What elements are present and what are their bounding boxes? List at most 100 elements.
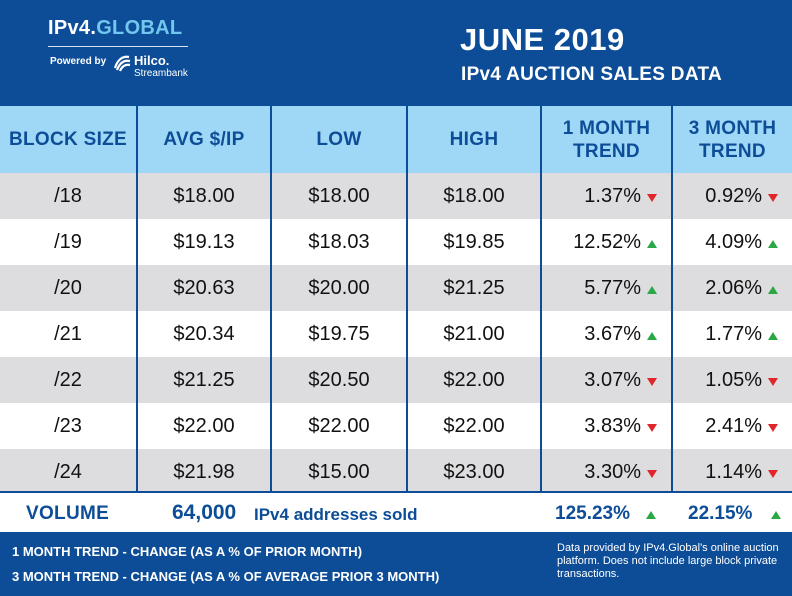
trend-3-month-arrow-icon xyxy=(768,286,778,294)
trend-3-month-arrow-icon xyxy=(768,240,778,248)
brand-name: IPv4.GLOBAL xyxy=(48,17,182,40)
table-row: /24 $21.98 $15.00 $23.00 3.30% 1.14% xyxy=(0,449,792,495)
legend-1-month: 1 MONTH TREND - CHANGE (AS A % OF PRIOR … xyxy=(12,544,363,559)
page-subtitle: IPv4 AUCTION SALES DATA xyxy=(461,64,722,85)
powered-by-label: Powered by xyxy=(50,56,107,67)
cell-block-size: /18 xyxy=(0,173,138,219)
trend-3-month-arrow-icon xyxy=(768,378,778,386)
trend-3-month-value: 1.05% xyxy=(705,368,762,391)
partner-subname: Streambank xyxy=(134,68,188,79)
table-row: /20 $20.63 $20.00 $21.25 5.77% 2.06% xyxy=(0,265,792,311)
column-header-avg: AVG $/IP xyxy=(138,106,272,173)
trend-1-month-value: 3.83% xyxy=(584,414,641,437)
trend-3-month-value: 1.77% xyxy=(705,322,762,345)
cell-low-price: $18.00 xyxy=(272,173,408,219)
cell-high-price: $22.00 xyxy=(408,357,542,403)
table-header-row: BLOCK SIZE AVG $/IP LOW HIGH 1 MONTH TRE… xyxy=(0,106,792,173)
trend-1-month-value: 5.77% xyxy=(584,276,641,299)
trend-1-month-arrow-icon xyxy=(647,240,657,248)
header-banner: IPv4.GLOBAL Powered by Hilco. Streambank… xyxy=(0,0,792,106)
table-row: /18 $18.00 $18.00 $18.00 1.37% 0.92% xyxy=(0,173,792,219)
column-header-block-size: BLOCK SIZE xyxy=(0,106,138,173)
page-title: JUNE 2019 xyxy=(460,22,625,57)
volume-1-month-trend: 125.23% xyxy=(555,503,631,524)
legend-3-month: 3 MONTH TREND - CHANGE (AS A % OF AVERAG… xyxy=(12,569,440,584)
footer: 1 MONTH TREND - CHANGE (AS A % OF PRIOR … xyxy=(0,534,792,596)
cell-low-price: $22.00 xyxy=(272,403,408,449)
cell-block-size: /23 xyxy=(0,403,138,449)
cell-avg-price: $21.25 xyxy=(138,357,272,403)
trend-1-month-value: 3.30% xyxy=(584,460,641,483)
brand-prefix: IPv4. xyxy=(48,17,97,39)
cell-block-size: /20 xyxy=(0,265,138,311)
column-header-high: HIGH xyxy=(408,106,542,173)
cell-avg-price: $21.98 xyxy=(138,449,272,495)
cell-high-price: $23.00 xyxy=(408,449,542,495)
cell-high-price: $21.00 xyxy=(408,311,542,357)
cell-3-month-trend: 1.14% xyxy=(673,449,792,495)
cell-block-size: /22 xyxy=(0,357,138,403)
cell-3-month-trend: 2.06% xyxy=(673,265,792,311)
trend-3-month-arrow-icon xyxy=(768,332,778,340)
cell-3-month-trend: 1.05% xyxy=(673,357,792,403)
table-row: /21 $20.34 $19.75 $21.00 3.67% 1.77% xyxy=(0,311,792,357)
volume-description: IPv4 addresses sold xyxy=(254,505,418,524)
cell-1-month-trend: 12.52% xyxy=(542,219,673,265)
trend-1-month-arrow-icon xyxy=(647,332,657,340)
cell-1-month-trend: 3.30% xyxy=(542,449,673,495)
cell-avg-price: $22.00 xyxy=(138,403,272,449)
partner-name: Hilco. xyxy=(134,53,170,68)
cell-low-price: $20.50 xyxy=(272,357,408,403)
volume-3-month-trend-icon xyxy=(771,511,781,519)
trend-3-month-arrow-icon xyxy=(768,470,778,478)
cell-1-month-trend: 1.37% xyxy=(542,173,673,219)
cell-high-price: $22.00 xyxy=(408,403,542,449)
data-source-note: Data provided by IPv4.Global's online au… xyxy=(557,542,779,580)
volume-count: 64,000 xyxy=(172,501,237,524)
cell-avg-price: $18.00 xyxy=(138,173,272,219)
cell-low-price: $18.03 xyxy=(272,219,408,265)
powered-by: Powered by Hilco. Streambank xyxy=(50,53,210,83)
cell-block-size: /21 xyxy=(0,311,138,357)
cell-avg-price: $20.34 xyxy=(138,311,272,357)
cell-1-month-trend: 3.07% xyxy=(542,357,673,403)
cell-low-price: $20.00 xyxy=(272,265,408,311)
cell-3-month-trend: 2.41% xyxy=(673,403,792,449)
column-header-1-month-trend: 1 MONTH TREND xyxy=(542,106,673,173)
trend-1-month-value: 3.07% xyxy=(584,368,641,391)
cell-3-month-trend: 1.77% xyxy=(673,311,792,357)
trend-3-month-value: 1.14% xyxy=(705,460,762,483)
trend-3-month-value: 4.09% xyxy=(705,230,762,253)
trend-1-month-arrow-icon xyxy=(647,470,657,478)
table-row: /23 $22.00 $22.00 $22.00 3.83% 2.41% xyxy=(0,403,792,449)
cell-high-price: $19.85 xyxy=(408,219,542,265)
trend-3-month-value: 2.06% xyxy=(705,276,762,299)
trend-1-month-arrow-icon xyxy=(647,286,657,294)
cell-avg-price: $20.63 xyxy=(138,265,272,311)
cell-1-month-trend: 5.77% xyxy=(542,265,673,311)
trend-1-month-arrow-icon xyxy=(647,424,657,432)
cell-1-month-trend: 3.83% xyxy=(542,403,673,449)
trend-3-month-arrow-icon xyxy=(768,194,778,202)
cell-low-price: $19.75 xyxy=(272,311,408,357)
brand-suffix: GLOBAL xyxy=(96,17,183,39)
trend-1-month-value: 3.67% xyxy=(584,322,641,345)
column-header-1-month-trend-label: 1 MONTH TREND xyxy=(562,117,651,162)
cell-high-price: $18.00 xyxy=(408,173,542,219)
trend-1-month-value: 12.52% xyxy=(573,230,641,253)
volume-label: VOLUME xyxy=(26,503,110,524)
volume-1-month-trend-icon xyxy=(646,511,656,519)
column-header-3-month-trend-label: 3 MONTH TREND xyxy=(688,117,777,162)
trend-3-month-value: 0.92% xyxy=(705,184,762,207)
trend-1-month-arrow-icon xyxy=(647,378,657,386)
column-header-low: LOW xyxy=(272,106,408,173)
column-header-3-month-trend: 3 MONTH TREND xyxy=(673,106,792,173)
hilco-logo-icon xyxy=(113,55,131,72)
brand-divider xyxy=(48,46,188,47)
brand-logo: IPv4.GLOBAL Powered by Hilco. Streambank xyxy=(48,17,188,79)
cell-low-price: $15.00 xyxy=(272,449,408,495)
volume-3-month-trend: 22.15% xyxy=(688,503,753,524)
sales-table: BLOCK SIZE AVG $/IP LOW HIGH 1 MONTH TRE… xyxy=(0,106,792,495)
trend-1-month-arrow-icon xyxy=(647,194,657,202)
